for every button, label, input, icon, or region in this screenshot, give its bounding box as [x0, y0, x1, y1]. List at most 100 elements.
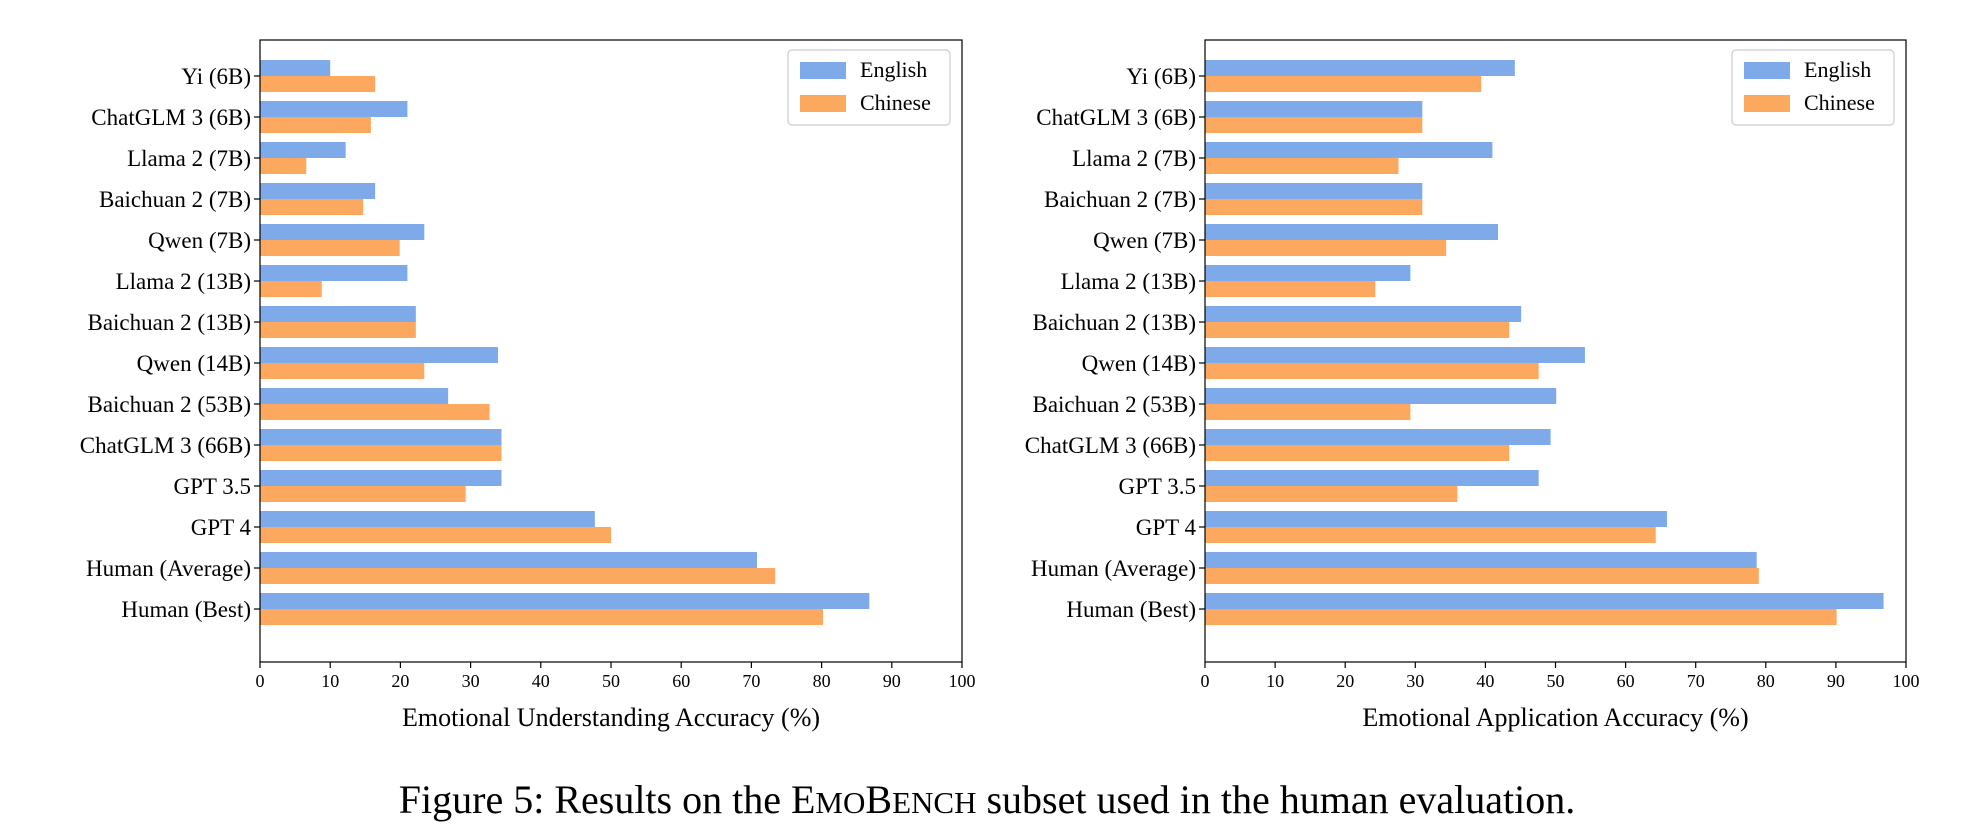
x-tick-label: 40	[1476, 671, 1494, 691]
bar-chinese-1	[260, 76, 376, 92]
y-tick-label: Yi (6B)	[181, 64, 251, 89]
x-tick-label: 70	[742, 671, 760, 691]
bar-chinese-13	[260, 568, 776, 584]
bar-chinese-5	[1205, 240, 1447, 256]
y-tick-label: ChatGLM 3 (66B)	[1025, 433, 1196, 458]
caption-prefix: Figure 5: Results on the	[398, 777, 791, 822]
y-tick-label: Baichuan 2 (13B)	[1032, 310, 1196, 335]
x-tick-label: 60	[1617, 671, 1635, 691]
y-tick-label: Baichuan 2 (7B)	[99, 187, 251, 212]
legend-label-english: English	[1804, 57, 1871, 82]
bar-chinese-9	[1205, 404, 1411, 420]
y-tick-label: Qwen (14B)	[137, 351, 251, 376]
bar-english-8	[1205, 347, 1585, 363]
bar-english-14	[1205, 593, 1884, 609]
y-tick-label: Qwen (7B)	[148, 228, 251, 253]
bar-english-14	[260, 593, 870, 609]
bar-chinese-10	[260, 445, 502, 461]
x-tick-label: 40	[532, 671, 550, 691]
legend-swatch-chinese	[1744, 95, 1790, 112]
legend-label-chinese: Chinese	[1804, 90, 1875, 115]
x-tick-label: 90	[883, 671, 901, 691]
x-axis-label: Emotional Understanding Accuracy (%)	[402, 703, 820, 732]
x-tick-label: 30	[1406, 671, 1424, 691]
x-tick-label: 70	[1687, 671, 1705, 691]
legend-label-chinese: Chinese	[860, 90, 931, 115]
chart-1: Yi (6B) ChatGLM 3 (6B) Llama 2 (7B) Baichua…	[80, 39, 976, 732]
bar-english-3	[1205, 142, 1493, 158]
bar-chinese-7	[1205, 322, 1510, 338]
y-tick-label: Baichuan 2 (13B)	[87, 310, 251, 335]
y-tick-label: Yi (6B)	[1126, 64, 1196, 89]
bar-english-6	[1205, 265, 1411, 281]
y-tick-label: Human (Best)	[1066, 597, 1196, 622]
figure-caption: Figure 5: Results on the EMOBENCH subset…	[0, 776, 1974, 827]
x-tick-label: 20	[391, 671, 409, 691]
y-tick-label: Baichuan 2 (53B)	[87, 392, 251, 417]
bar-chinese-3	[260, 158, 307, 174]
bar-english-5	[260, 224, 425, 240]
bar-chinese-1	[1205, 76, 1482, 92]
y-tick-label: Human (Average)	[1031, 556, 1196, 581]
bar-chinese-6	[1205, 281, 1376, 297]
y-tick-label: GPT 3.5	[1118, 474, 1196, 499]
bar-chinese-6	[260, 281, 322, 297]
bar-english-12	[260, 511, 595, 527]
x-tick-label: 80	[1757, 671, 1775, 691]
chart-2: Yi (6B) ChatGLM 3 (6B) Llama 2 (7B) Baichua…	[1025, 39, 1920, 732]
bar-english-9	[1205, 388, 1557, 404]
legend-label-english: English	[860, 57, 927, 82]
bar-english-1	[260, 60, 331, 76]
y-tick-label: Llama 2 (7B)	[1072, 146, 1196, 171]
bar-english-11	[1205, 470, 1539, 486]
legend-swatch-chinese	[800, 95, 846, 112]
legend-swatch-english	[800, 62, 846, 79]
x-tick-label: 60	[672, 671, 690, 691]
bar-chinese-2	[260, 117, 371, 133]
y-tick-label: Llama 2 (13B)	[1061, 269, 1196, 294]
y-tick-label: Human (Best)	[121, 597, 251, 622]
bar-english-5	[1205, 224, 1499, 240]
bar-english-10	[260, 429, 502, 445]
bar-chinese-10	[1205, 445, 1510, 461]
y-tick-label: Llama 2 (13B)	[116, 269, 251, 294]
x-tick-label: 50	[602, 671, 620, 691]
bar-english-2	[1205, 101, 1423, 117]
x-tick-label: 50	[1547, 671, 1565, 691]
bar-chinese-14	[1205, 609, 1837, 625]
x-tick-label: 100	[1893, 671, 1920, 691]
bar-english-3	[260, 142, 346, 158]
y-tick-label: ChatGLM 3 (6B)	[1036, 105, 1196, 130]
y-tick-label: ChatGLM 3 (66B)	[80, 433, 251, 458]
bar-chinese-4	[1205, 199, 1423, 215]
x-tick-label: 10	[321, 671, 339, 691]
bar-english-13	[260, 552, 758, 568]
bar-english-6	[260, 265, 408, 281]
bar-english-11	[260, 470, 502, 486]
caption-suffix: subset used in the human evaluation.	[976, 777, 1576, 822]
bar-english-13	[1205, 552, 1757, 568]
bar-english-1	[1205, 60, 1515, 76]
bar-chinese-4	[260, 199, 364, 215]
bar-chinese-2	[1205, 117, 1423, 133]
bar-chinese-7	[260, 322, 416, 338]
legend-swatch-english	[1744, 62, 1790, 79]
x-tick-label: 0	[1201, 671, 1210, 691]
y-tick-label: Human (Average)	[86, 556, 251, 581]
bar-chinese-12	[260, 527, 611, 543]
y-tick-label: GPT 4	[1136, 515, 1197, 540]
bar-english-4	[260, 183, 376, 199]
x-tick-label: 0	[256, 671, 265, 691]
bar-chinese-5	[260, 240, 400, 256]
y-tick-label: ChatGLM 3 (6B)	[91, 105, 251, 130]
bar-chinese-13	[1205, 568, 1759, 584]
bar-chinese-9	[260, 404, 490, 420]
bar-english-7	[1205, 306, 1522, 322]
y-tick-label: Baichuan 2 (53B)	[1032, 392, 1196, 417]
bar-english-2	[260, 101, 408, 117]
x-tick-label: 30	[462, 671, 480, 691]
bar-chinese-11	[1205, 486, 1458, 502]
x-tick-label: 10	[1266, 671, 1284, 691]
x-tick-label: 100	[949, 671, 976, 691]
y-tick-label: Baichuan 2 (7B)	[1044, 187, 1196, 212]
